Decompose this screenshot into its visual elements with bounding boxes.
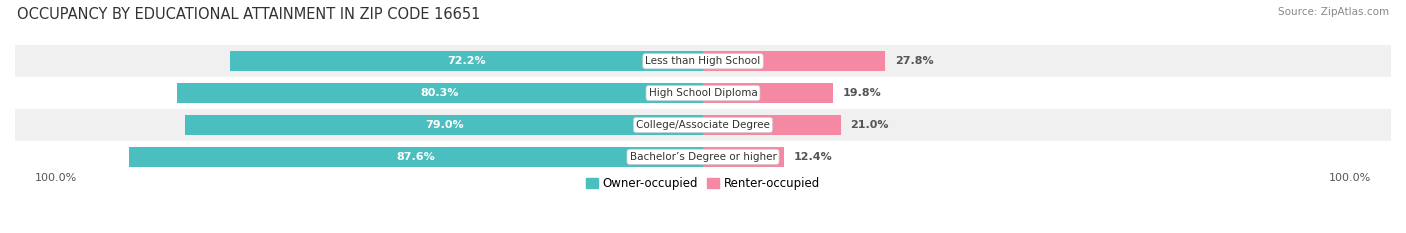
Bar: [15, 141, 1391, 173]
Text: 12.4%: 12.4%: [794, 152, 832, 162]
Bar: [703, 51, 886, 71]
Text: 100.0%: 100.0%: [35, 173, 77, 183]
Text: 27.8%: 27.8%: [896, 56, 934, 66]
Text: 21.0%: 21.0%: [851, 120, 889, 130]
Text: High School Diploma: High School Diploma: [648, 88, 758, 98]
Bar: [15, 77, 1391, 109]
Text: 100.0%: 100.0%: [1329, 173, 1371, 183]
Bar: [703, 147, 785, 167]
Text: 19.8%: 19.8%: [842, 88, 882, 98]
Text: 72.2%: 72.2%: [447, 56, 485, 66]
Bar: [186, 115, 703, 135]
Text: 80.3%: 80.3%: [420, 88, 460, 98]
Text: College/Associate Degree: College/Associate Degree: [636, 120, 770, 130]
Bar: [15, 45, 1391, 77]
Text: Bachelor’s Degree or higher: Bachelor’s Degree or higher: [630, 152, 776, 162]
Bar: [129, 147, 703, 167]
Text: 87.6%: 87.6%: [396, 152, 436, 162]
Text: Source: ZipAtlas.com: Source: ZipAtlas.com: [1278, 7, 1389, 17]
Bar: [15, 109, 1391, 141]
Bar: [703, 115, 841, 135]
Bar: [177, 83, 703, 103]
Text: Less than High School: Less than High School: [645, 56, 761, 66]
Text: OCCUPANCY BY EDUCATIONAL ATTAINMENT IN ZIP CODE 16651: OCCUPANCY BY EDUCATIONAL ATTAINMENT IN Z…: [17, 7, 481, 22]
Bar: [231, 51, 703, 71]
Bar: [703, 83, 832, 103]
Legend: Owner-occupied, Renter-occupied: Owner-occupied, Renter-occupied: [581, 172, 825, 195]
Text: 79.0%: 79.0%: [425, 120, 464, 130]
